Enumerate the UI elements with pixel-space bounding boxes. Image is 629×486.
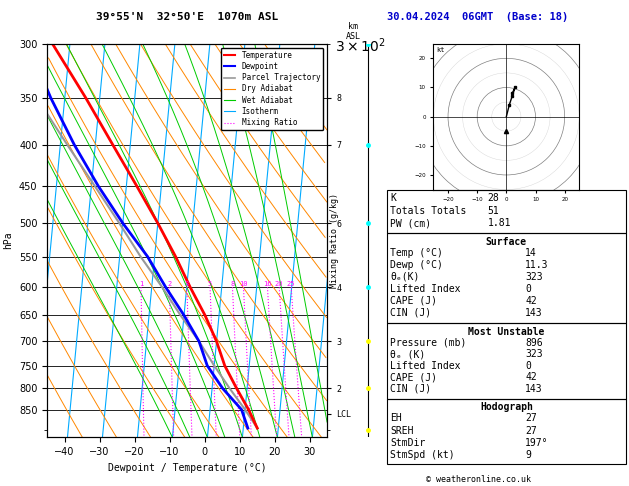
Text: PW (cm): PW (cm) <box>390 218 431 228</box>
Text: 1.81: 1.81 <box>487 218 511 228</box>
Text: θₑ(K): θₑ(K) <box>390 272 420 282</box>
Text: 197°: 197° <box>525 438 548 448</box>
Text: Surface: Surface <box>486 237 527 247</box>
Text: 27: 27 <box>525 413 537 423</box>
Text: © weatheronline.co.uk: © weatheronline.co.uk <box>426 474 530 484</box>
Text: Totals Totals: Totals Totals <box>390 206 466 216</box>
Text: 143: 143 <box>525 308 543 318</box>
Text: 42: 42 <box>525 295 537 306</box>
Text: 9: 9 <box>525 451 531 460</box>
Text: 30.04.2024  06GMT  (Base: 18): 30.04.2024 06GMT (Base: 18) <box>387 12 569 22</box>
Text: Lifted Index: Lifted Index <box>390 361 460 371</box>
Text: StmSpd (kt): StmSpd (kt) <box>390 451 455 460</box>
Text: SREH: SREH <box>390 426 413 435</box>
Text: Temp (°C): Temp (°C) <box>390 248 443 258</box>
Text: 2: 2 <box>167 281 172 287</box>
Text: 0: 0 <box>525 361 531 371</box>
Text: 11.3: 11.3 <box>525 260 548 270</box>
Text: Pressure (mb): Pressure (mb) <box>390 338 466 348</box>
Text: 27: 27 <box>525 426 537 435</box>
Text: 1: 1 <box>139 281 143 287</box>
Text: 28: 28 <box>487 193 499 204</box>
Text: 16: 16 <box>263 281 272 287</box>
Text: 3: 3 <box>185 281 189 287</box>
Text: CAPE (J): CAPE (J) <box>390 295 437 306</box>
Text: Hodograph: Hodograph <box>480 402 533 413</box>
Text: 39°55'N  32°50'E  1070m ASL: 39°55'N 32°50'E 1070m ASL <box>96 12 278 22</box>
Text: K: K <box>390 193 396 204</box>
Text: 5: 5 <box>208 281 212 287</box>
Text: 0: 0 <box>525 284 531 294</box>
Text: 143: 143 <box>525 384 543 394</box>
Text: Mixing Ratio (g/kg): Mixing Ratio (g/kg) <box>330 193 339 288</box>
Text: 25: 25 <box>287 281 296 287</box>
Text: 896: 896 <box>525 338 543 348</box>
Text: 14: 14 <box>525 248 537 258</box>
Text: 10: 10 <box>239 281 248 287</box>
Text: 323: 323 <box>525 272 543 282</box>
Text: Most Unstable: Most Unstable <box>468 327 545 337</box>
Text: kt: kt <box>437 47 445 52</box>
Text: 8: 8 <box>230 281 235 287</box>
Text: 323: 323 <box>525 349 543 359</box>
Text: EH: EH <box>390 413 402 423</box>
Y-axis label: hPa: hPa <box>3 232 13 249</box>
Text: CIN (J): CIN (J) <box>390 384 431 394</box>
X-axis label: Dewpoint / Temperature (°C): Dewpoint / Temperature (°C) <box>108 463 267 473</box>
Text: CAPE (J): CAPE (J) <box>390 372 437 382</box>
Text: km
ASL: km ASL <box>346 22 361 41</box>
Text: CIN (J): CIN (J) <box>390 308 431 318</box>
Text: 20: 20 <box>275 281 284 287</box>
Text: Dewp (°C): Dewp (°C) <box>390 260 443 270</box>
Text: 51: 51 <box>487 206 499 216</box>
Text: θₑ (K): θₑ (K) <box>390 349 425 359</box>
Text: Lifted Index: Lifted Index <box>390 284 460 294</box>
Text: 42: 42 <box>525 372 537 382</box>
Text: StmDir: StmDir <box>390 438 425 448</box>
Legend: Temperature, Dewpoint, Parcel Trajectory, Dry Adiabat, Wet Adiabat, Isotherm, Mi: Temperature, Dewpoint, Parcel Trajectory… <box>221 48 323 130</box>
